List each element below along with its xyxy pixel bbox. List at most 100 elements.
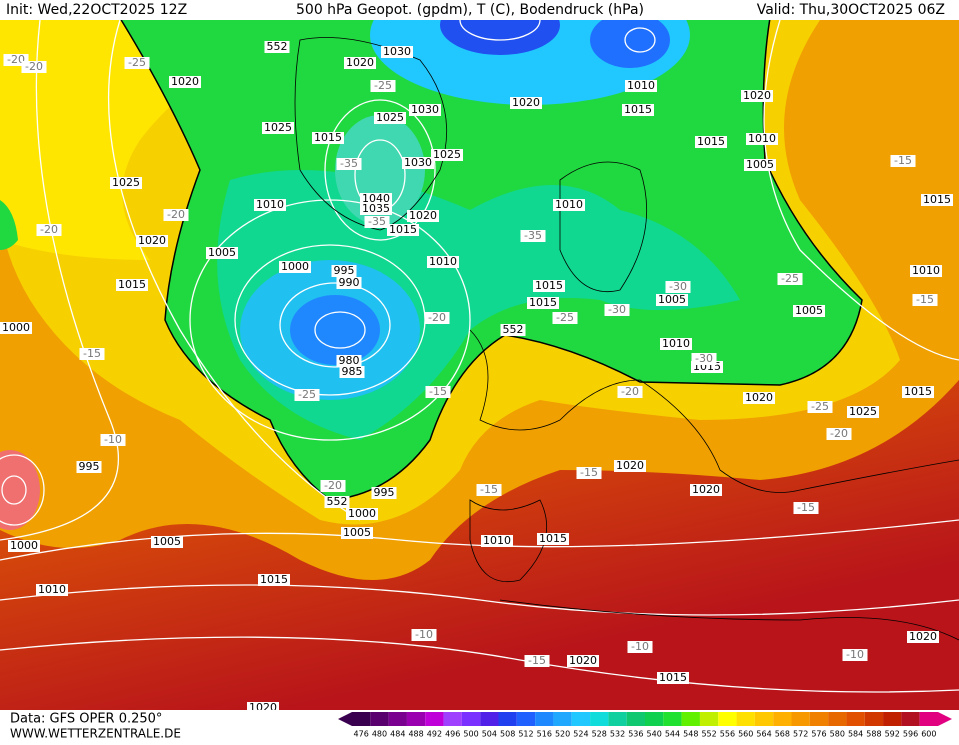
isobar-label: 1005 bbox=[795, 304, 823, 317]
temperature-label: -25 bbox=[811, 400, 829, 413]
isobar-label: 1005 bbox=[658, 293, 686, 306]
label-box bbox=[409, 104, 441, 116]
isobar-label: 1010 bbox=[627, 79, 655, 92]
temperature-label: -15 bbox=[580, 466, 598, 479]
isobar-label: 1015 bbox=[539, 532, 567, 545]
temperature-label: -15 bbox=[480, 483, 498, 496]
temperature-label: -20 bbox=[40, 223, 58, 236]
label-box bbox=[622, 104, 654, 116]
colorbar-box bbox=[406, 712, 426, 726]
label-box bbox=[124, 57, 150, 69]
isobar-label: 1005 bbox=[208, 246, 236, 259]
temperature-label: -35 bbox=[368, 215, 386, 228]
label-box bbox=[912, 294, 938, 306]
blue-north-east bbox=[590, 12, 670, 68]
colorbar-box bbox=[370, 712, 389, 726]
temperature-label: -20 bbox=[428, 311, 446, 324]
isobar-label: 1020 bbox=[616, 459, 644, 472]
colorbar-tick-label: 500 bbox=[463, 730, 478, 739]
colorbar-tick-label: 592 bbox=[885, 730, 900, 739]
colorbar-tick-label: 508 bbox=[500, 730, 515, 739]
isobar-label: 1005 bbox=[343, 526, 371, 539]
colorbar-box bbox=[590, 712, 609, 726]
colorbar-arrow-high bbox=[938, 712, 952, 726]
colorbar-tick-label: 536 bbox=[628, 730, 643, 739]
colorbar-tick-label: 492 bbox=[427, 730, 442, 739]
colorbar-tick-label: 544 bbox=[665, 730, 680, 739]
isobar-label: 1000 bbox=[10, 539, 38, 552]
colorbar-box bbox=[571, 712, 591, 726]
label-box bbox=[339, 366, 365, 378]
isobar-label: 1030 bbox=[404, 156, 432, 169]
label-box bbox=[807, 401, 833, 413]
colorbar-tick-label: 496 bbox=[445, 730, 460, 739]
colorbar-box bbox=[608, 712, 627, 726]
isobar-label: 980 bbox=[339, 354, 360, 367]
blue-low bbox=[290, 295, 380, 365]
colorbar-tick-label: 580 bbox=[830, 730, 845, 739]
temperature-label: -15 bbox=[797, 501, 815, 514]
label-box bbox=[625, 80, 657, 92]
temperature-label: -25 bbox=[556, 311, 574, 324]
temperature-label: -25 bbox=[781, 272, 799, 285]
label-box bbox=[553, 199, 585, 211]
label-box bbox=[907, 631, 939, 643]
label-box bbox=[826, 428, 852, 440]
label-box bbox=[116, 279, 148, 291]
temperature-label: -20 bbox=[621, 385, 639, 398]
label-box bbox=[500, 324, 526, 336]
label-box bbox=[169, 76, 201, 88]
colorbar-box bbox=[736, 712, 755, 726]
label-box bbox=[510, 97, 542, 109]
label-box bbox=[294, 389, 320, 401]
temperature-label: -15 bbox=[916, 293, 934, 306]
label-box bbox=[346, 508, 378, 520]
temperature-label: -20 bbox=[7, 53, 25, 66]
label-box bbox=[741, 90, 773, 102]
isobar-label: 1000 bbox=[348, 507, 376, 520]
map-field bbox=[0, 0, 959, 710]
isobar-label: 1005 bbox=[153, 535, 181, 548]
colorbar-box bbox=[498, 712, 517, 726]
label-box bbox=[336, 277, 362, 289]
colorbar-tick-label: 504 bbox=[482, 730, 497, 739]
map-title: 500 hPa Geopot. (gpdm), T (C), Bodendruc… bbox=[296, 2, 644, 18]
isobar-label: 1005 bbox=[746, 158, 774, 171]
label-box bbox=[746, 133, 778, 145]
colorbar-tick-label: 524 bbox=[573, 730, 588, 739]
label-box bbox=[527, 297, 559, 309]
label-box bbox=[691, 353, 717, 365]
colorbar-box bbox=[388, 712, 407, 726]
colorbar-tick-label: 556 bbox=[720, 730, 735, 739]
colorbar-box bbox=[535, 712, 554, 726]
colorbar-tick-label: 596 bbox=[903, 730, 918, 739]
colorbar-tick-label: 572 bbox=[793, 730, 808, 739]
label-box bbox=[360, 193, 392, 205]
isobar-label: 1030 bbox=[383, 45, 411, 58]
label-box bbox=[524, 655, 550, 667]
isobar-label: 1015 bbox=[529, 296, 557, 309]
label-box bbox=[8, 540, 40, 552]
colorbar-tick-label: 480 bbox=[372, 730, 387, 739]
isobar-label: 1010 bbox=[256, 198, 284, 211]
temperature-label: -30 bbox=[669, 280, 687, 293]
label-box bbox=[100, 434, 126, 446]
colorbar-box bbox=[626, 712, 645, 726]
isobar-label: 1010 bbox=[429, 255, 457, 268]
isobar-label: 1030 bbox=[411, 103, 439, 116]
isobar-label: 1025 bbox=[849, 405, 877, 418]
temperature-label: -15 bbox=[429, 385, 447, 398]
init-time: Init: Wed,22OCT2025 12Z bbox=[6, 2, 187, 18]
label-box bbox=[567, 655, 599, 667]
label-box bbox=[431, 149, 463, 161]
isobar-label: 1015 bbox=[118, 278, 146, 291]
colorbar-box bbox=[901, 712, 920, 726]
isobar-label: 1020 bbox=[512, 96, 540, 109]
label-box bbox=[847, 406, 879, 418]
temperature-label: -25 bbox=[298, 388, 316, 401]
label-box bbox=[254, 199, 286, 211]
colorbar-arrow-low bbox=[338, 712, 352, 726]
label-box bbox=[370, 80, 396, 92]
label-box bbox=[258, 574, 290, 586]
isobar-label: 990 bbox=[339, 276, 360, 289]
